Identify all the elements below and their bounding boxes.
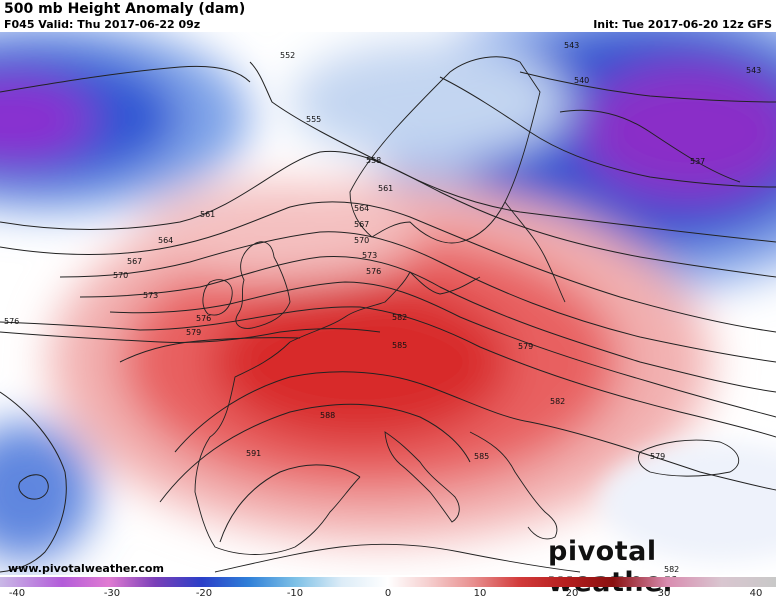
contour-label: 570 <box>113 271 128 280</box>
contour-label: 582 <box>550 397 565 406</box>
contour-label: 543 <box>564 41 579 50</box>
tick-label: -40 <box>8 588 26 599</box>
contour-labels: 552 555 558 561 561 564 564 567 567 570 … <box>4 41 761 574</box>
contour-label: 564 <box>354 204 369 213</box>
colorbar-gradient <box>0 577 776 587</box>
tick-label: 30 <box>657 588 671 599</box>
contour-label: 570 <box>354 236 369 245</box>
valid-time: F045 Valid: Thu 2017-06-22 09z <box>4 18 201 31</box>
contour-label: 591 <box>246 449 261 458</box>
contour-label: 552 <box>280 51 295 60</box>
contour-label: 561 <box>378 184 393 193</box>
tick-label: -10 <box>286 588 304 599</box>
contour-label: 561 <box>200 210 215 219</box>
coastlines <box>194 56 740 573</box>
map-title: 500 mb Height Anomaly (dam) <box>4 1 246 17</box>
tick-label: -30 <box>103 588 121 599</box>
contour-label: 558 <box>366 156 381 165</box>
contour-label: 543 <box>746 66 761 75</box>
contour-label: 579 <box>186 328 201 337</box>
contour-label: 585 <box>392 341 407 350</box>
contour-label: 576 <box>366 267 381 276</box>
tick-label: 40 <box>749 588 763 599</box>
contour-label: 564 <box>158 236 173 245</box>
tick-label: -20 <box>195 588 213 599</box>
contour-label: 573 <box>143 291 158 300</box>
tick-label: 10 <box>473 588 487 599</box>
contour-label: 579 <box>518 342 533 351</box>
contour-label: 555 <box>306 115 321 124</box>
contour-label: 567 <box>354 220 369 229</box>
height-contours <box>0 61 776 573</box>
contour-label: 579 <box>650 452 665 461</box>
init-time: Init: Tue 2017-06-20 12z GFS <box>593 18 772 31</box>
watermark: www.pivotalweather.com <box>8 562 164 575</box>
contour-label: 588 <box>320 411 335 420</box>
header: 500 mb Height Anomaly (dam) F045 Valid: … <box>0 0 776 32</box>
contour-label: 573 <box>362 251 377 260</box>
contour-label: 567 <box>127 257 142 266</box>
contour-label: 537 <box>690 157 705 166</box>
colorbar: -40 -30 -20 -10 0 10 20 30 40 <box>0 577 776 600</box>
tick-label: 0 <box>384 588 392 599</box>
contour-label: 576 <box>4 317 19 326</box>
tick-label: 20 <box>565 588 579 599</box>
map-svg: 552 555 558 561 561 564 564 567 567 570 … <box>0 0 776 575</box>
anomaly-map: 552 555 558 561 561 564 564 567 567 570 … <box>0 0 776 575</box>
contour-label: 582 <box>392 313 407 322</box>
contour-label: 582 <box>664 565 679 574</box>
contour-label: 576 <box>196 314 211 323</box>
colorbar-ticks: -40 -30 -20 -10 0 10 20 30 40 <box>0 588 776 600</box>
contour-label: 540 <box>574 76 589 85</box>
contour-label: 585 <box>474 452 489 461</box>
